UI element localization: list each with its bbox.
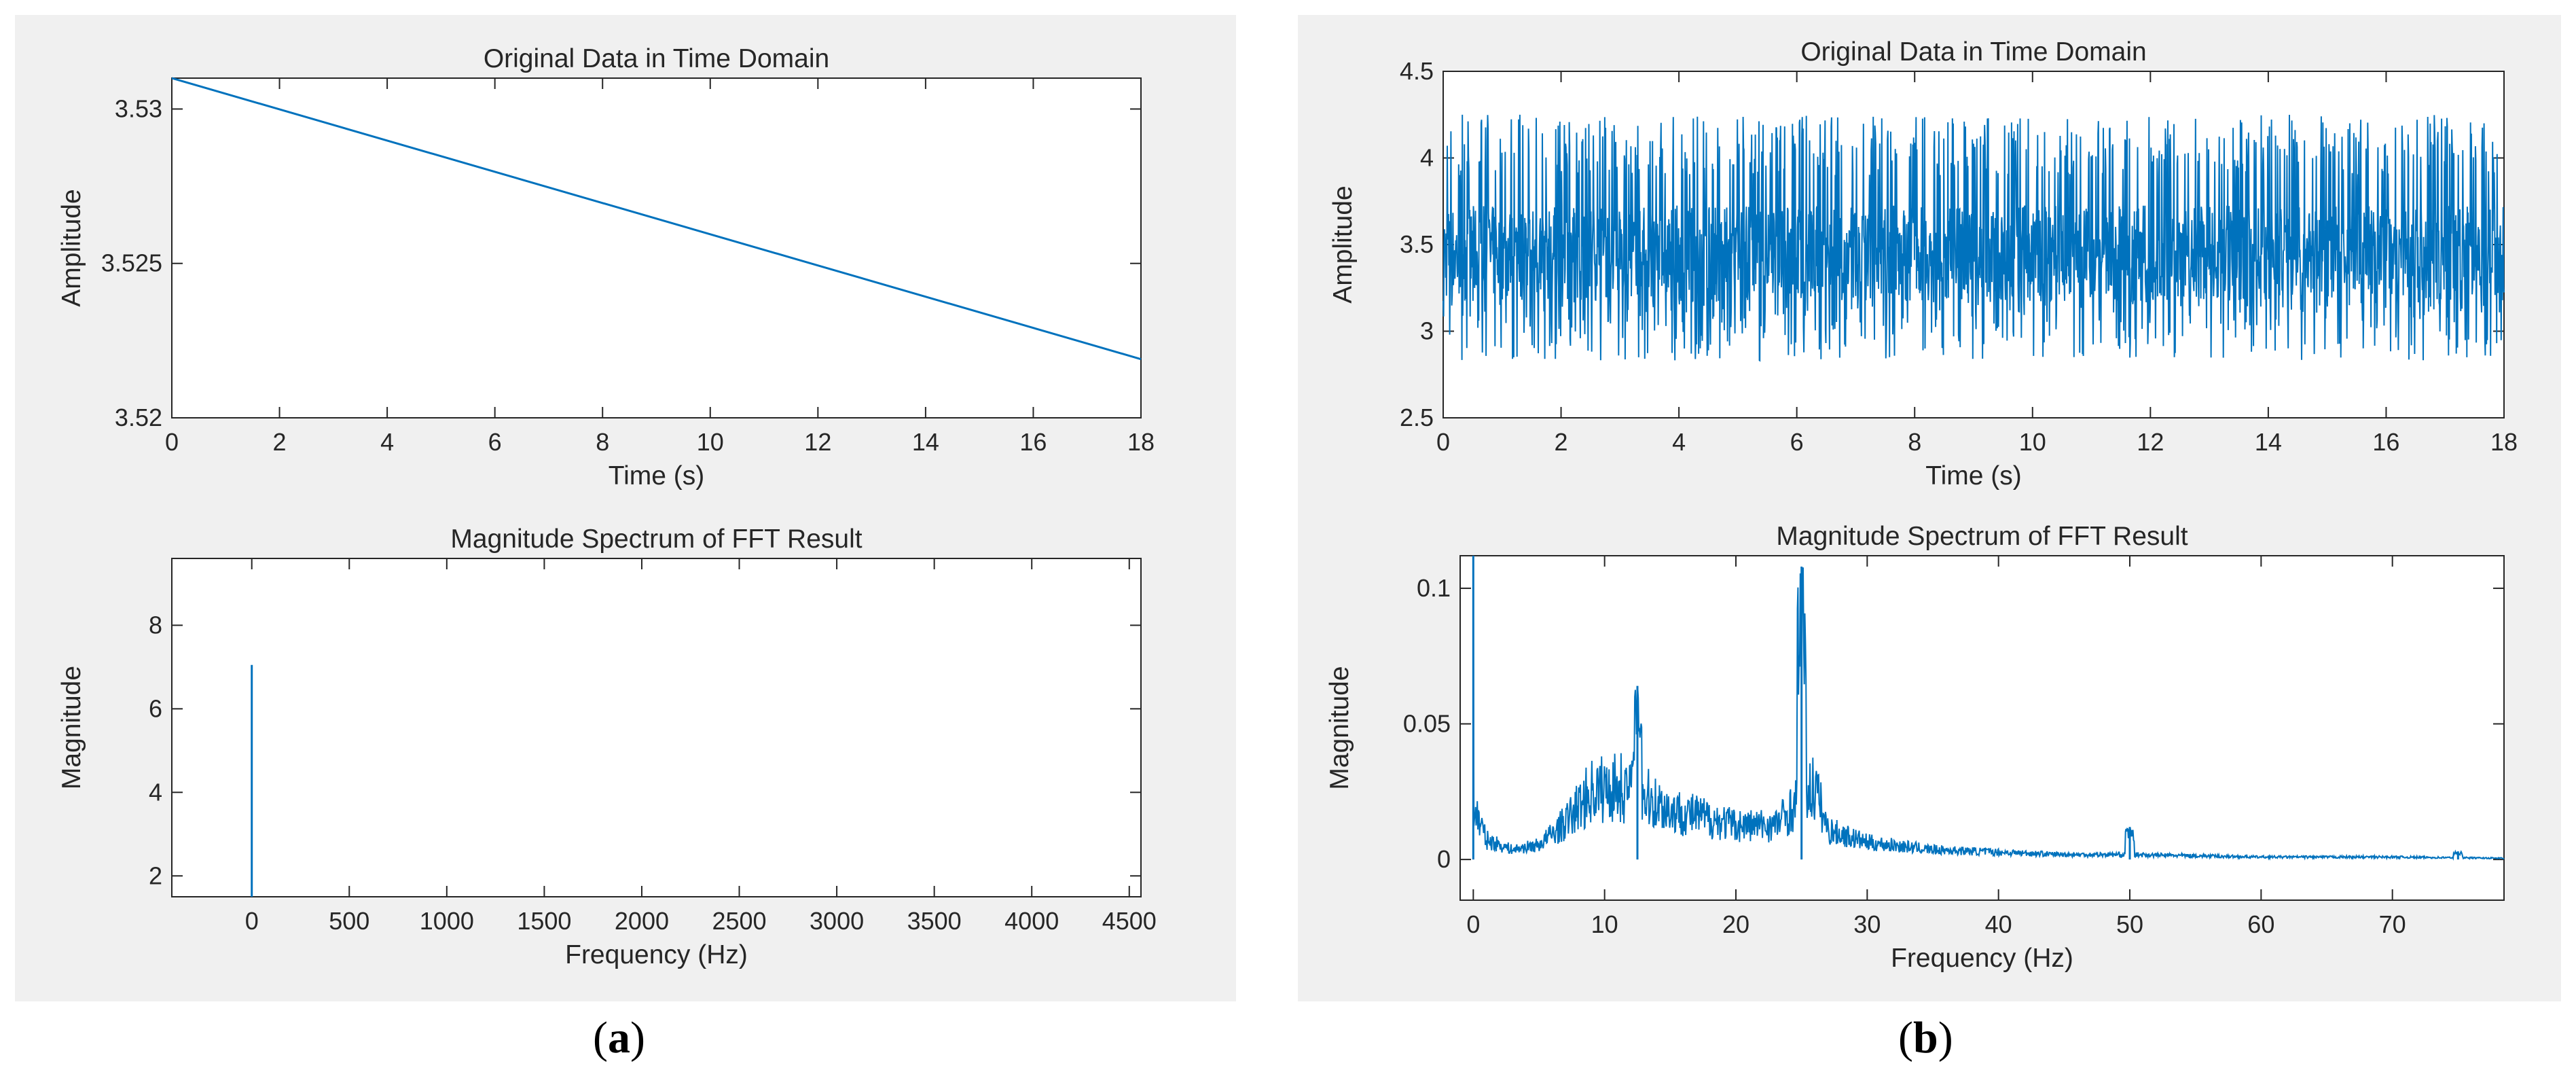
y-tick-label: 0	[1437, 845, 1451, 873]
chart-a-fft: 0 500 1000 1500 2000 2500 3000 3500 4000 4500 2 4 6 8…	[57, 524, 1157, 969]
x-tick-label: 50	[2116, 910, 2143, 938]
caption-b: (b)	[1898, 1013, 1953, 1063]
chart-b-time: 0 2 4 6 8 10 12 14 16 18 2.5 3 3.5 4 4.5 Original Data …	[1328, 37, 2518, 491]
chart-a-time: 0 2 4 6 8 10 12 14 16 18 3.52 3.525 3.53 Original Dat…	[57, 44, 1155, 491]
x-tick-label: 2	[273, 428, 287, 456]
x-tick-label: 14	[2255, 428, 2282, 456]
y-axis-label: Amplitude	[57, 189, 86, 306]
x-tick-label: 2	[1555, 428, 1568, 456]
x-axis-label: Time (s)	[1925, 461, 2022, 491]
x-tick-label: 1000	[420, 907, 474, 935]
x-tick-label: 70	[2379, 910, 2406, 938]
x-tick-label: 500	[329, 907, 369, 935]
x-tick-label: 2500	[712, 907, 766, 935]
x-tick-label: 0	[1436, 428, 1450, 456]
x-tick-label: 14	[912, 428, 939, 456]
y-tick-label: 6	[149, 694, 162, 722]
chart-title: Original Data in Time Domain	[484, 44, 829, 73]
x-tick-label: 30	[1853, 910, 1881, 938]
x-tick-label: 6	[1790, 428, 1804, 456]
x-tick-label: 0	[165, 428, 179, 456]
x-tick-label: 8	[1908, 428, 1921, 456]
x-axis-label: Frequency (Hz)	[565, 940, 748, 969]
x-tick-label: 6	[488, 428, 502, 456]
y-tick-label: 8	[149, 611, 162, 639]
y-tick-label: 3.525	[101, 249, 162, 277]
x-tick-label: 10	[697, 428, 724, 456]
x-tick-label: 2000	[615, 907, 669, 935]
x-tick-label: 10	[1591, 910, 1618, 938]
y-tick-label: 3	[1420, 317, 1434, 345]
chart-title: Magnitude Spectrum of FFT Result	[1776, 522, 2188, 551]
y-tick-label: 4	[1420, 144, 1434, 172]
x-tick-label: 40	[1985, 910, 2012, 938]
x-tick-label: 12	[804, 428, 831, 456]
chart-title: Original Data in Time Domain	[1800, 37, 2146, 67]
y-tick-label: 2	[149, 861, 162, 889]
y-tick-label: 4	[149, 778, 162, 806]
x-tick-label: 10	[2019, 428, 2046, 456]
x-tick-label: 0	[245, 907, 259, 935]
y-axis-label: Magnitude	[1325, 666, 1354, 789]
x-tick-label: 1500	[517, 907, 571, 935]
x-tick-label: 3500	[907, 907, 962, 935]
x-tick-label: 18	[1127, 428, 1155, 456]
x-tick-label: 16	[2372, 428, 2399, 456]
y-tick-label: 0.05	[1403, 710, 1451, 738]
x-tick-label: 20	[1722, 910, 1749, 938]
chart-b-fft: 0 10 20 30 40 50 60 70 0 0.05 0.1 Magnitude Spectru…	[1325, 522, 2505, 973]
y-tick-label: 3.5	[1400, 230, 1434, 258]
x-tick-label: 4500	[1102, 907, 1157, 935]
y-axis-label: Magnitude	[57, 666, 86, 789]
x-tick-label: 12	[2137, 428, 2164, 456]
plot-area	[1459, 555, 2505, 901]
x-tick-label: 60	[2247, 910, 2274, 938]
x-tick-label: 4000	[1004, 907, 1059, 935]
x-tick-label: 8	[596, 428, 609, 456]
x-tick-label: 4	[1672, 428, 1686, 456]
x-axis-label: Time (s)	[609, 461, 705, 491]
y-axis-label: Amplitude	[1328, 185, 1358, 303]
series-line	[171, 77, 1142, 361]
x-tick-label: 16	[1019, 428, 1047, 456]
plot-area	[171, 558, 1142, 897]
y-tick-label: 3.53	[115, 94, 162, 122]
y-tick-label: 4.5	[1400, 57, 1434, 85]
y-tick-label: 0.1	[1417, 574, 1451, 602]
x-tick-label: 18	[2490, 428, 2518, 456]
y-tick-label: 2.5	[1400, 404, 1434, 431]
caption-a: (a)	[593, 1013, 645, 1063]
chart-title: Magnitude Spectrum of FFT Result	[450, 524, 862, 554]
series-line	[1443, 114, 2505, 362]
x-tick-label: 3000	[810, 907, 864, 935]
x-tick-label: 4	[380, 428, 394, 456]
plot-area	[171, 77, 1142, 418]
x-axis-label: Frequency (Hz)	[1891, 944, 2073, 973]
y-tick-label: 3.52	[115, 404, 162, 431]
series-line	[1472, 555, 2505, 861]
x-tick-label: 0	[1466, 910, 1480, 938]
